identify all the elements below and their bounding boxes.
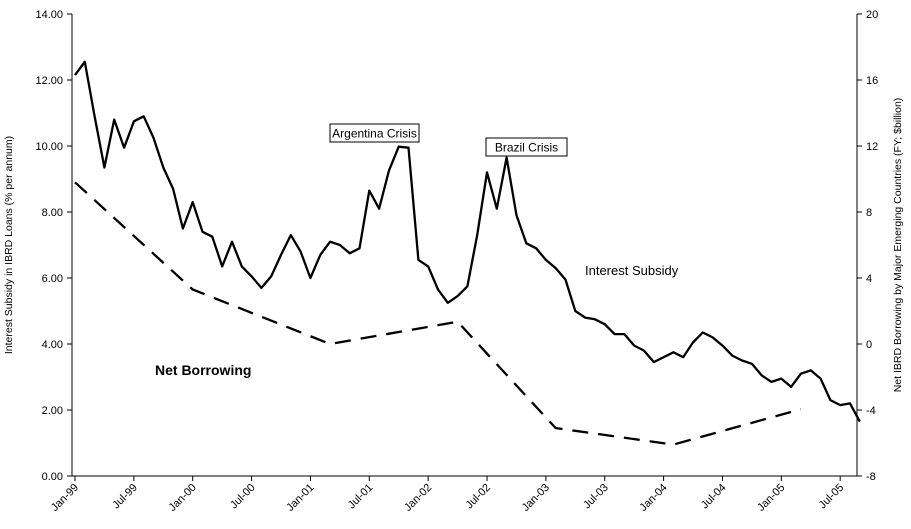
left-tick-label: 14.00 xyxy=(35,9,63,21)
x-tick-label: Jan-00 xyxy=(167,482,199,514)
right-tick-label: -4 xyxy=(866,405,876,417)
x-tick-label: Jul-01 xyxy=(346,482,376,512)
right-tick-label: 12 xyxy=(866,141,878,153)
x-tick-label: Jan-03 xyxy=(520,482,552,514)
left-tick-label: 8.00 xyxy=(42,207,63,219)
right-tick-label: 20 xyxy=(866,9,878,21)
x-tick-label: Jul-99 xyxy=(110,482,140,512)
right-tick-label: 4 xyxy=(866,273,872,285)
right-axis-title: Net IBRD Borrowing by Major Emerging Cou… xyxy=(892,98,904,393)
left-tick-label: 12.00 xyxy=(35,75,63,87)
brazil-crisis-box xyxy=(485,137,568,157)
left-tick-label: 4.00 xyxy=(42,339,63,351)
x-tick-label: Jul-02 xyxy=(463,482,493,512)
right-tick-label: -8 xyxy=(866,471,876,483)
x-tick-label: Jan-05 xyxy=(755,482,787,514)
right-tick-label: 8 xyxy=(866,207,872,219)
left-axis-title: Interest Subsidy in IBRD Loans (% per an… xyxy=(3,136,15,354)
right-tick-label: 0 xyxy=(866,339,872,351)
argentina-crisis-label: Argentina Crisis xyxy=(332,127,417,141)
x-tick-label: Jan-99 xyxy=(49,482,81,514)
x-axis-ticks: Jan-99 Jul-99 Jan-00 Jul-00 Jan-01 Jul-01 Jan-… xyxy=(49,476,846,514)
left-tick-label: 6.00 xyxy=(42,273,63,285)
left-tick-label: 10.00 xyxy=(35,141,63,153)
argentina-crisis-box xyxy=(329,123,420,143)
x-tick-label: Jan-01 xyxy=(284,482,316,514)
x-tick-label: Jul-00 xyxy=(228,482,258,512)
x-tick-label: Jan-04 xyxy=(637,482,669,514)
right-axis-ticks: -8 -4 0 4 8 12 16 20 xyxy=(857,9,878,483)
right-tick-label: 16 xyxy=(866,75,878,87)
left-axis-ticks: 0.00 2.00 4.00 6.00 8.00 10.00 12.00 14.00 xyxy=(35,9,72,483)
x-tick-label: Jan-02 xyxy=(402,482,434,514)
x-tick-label: Jul-05 xyxy=(817,482,847,512)
interest-subsidy-label: Interest Subsidy xyxy=(585,263,679,278)
left-tick-label: 0.00 xyxy=(42,471,63,483)
net-borrowing-label: Net Borrowing xyxy=(155,362,251,378)
left-tick-label: 2.00 xyxy=(42,405,63,417)
net-borrowing-line xyxy=(74,181,802,446)
x-tick-label: Jul-04 xyxy=(699,482,729,512)
x-tick-label: Jul-03 xyxy=(581,482,611,512)
brazil-crisis-label: Brazil Crisis xyxy=(495,141,558,155)
interest-subsidy-line xyxy=(74,60,861,423)
